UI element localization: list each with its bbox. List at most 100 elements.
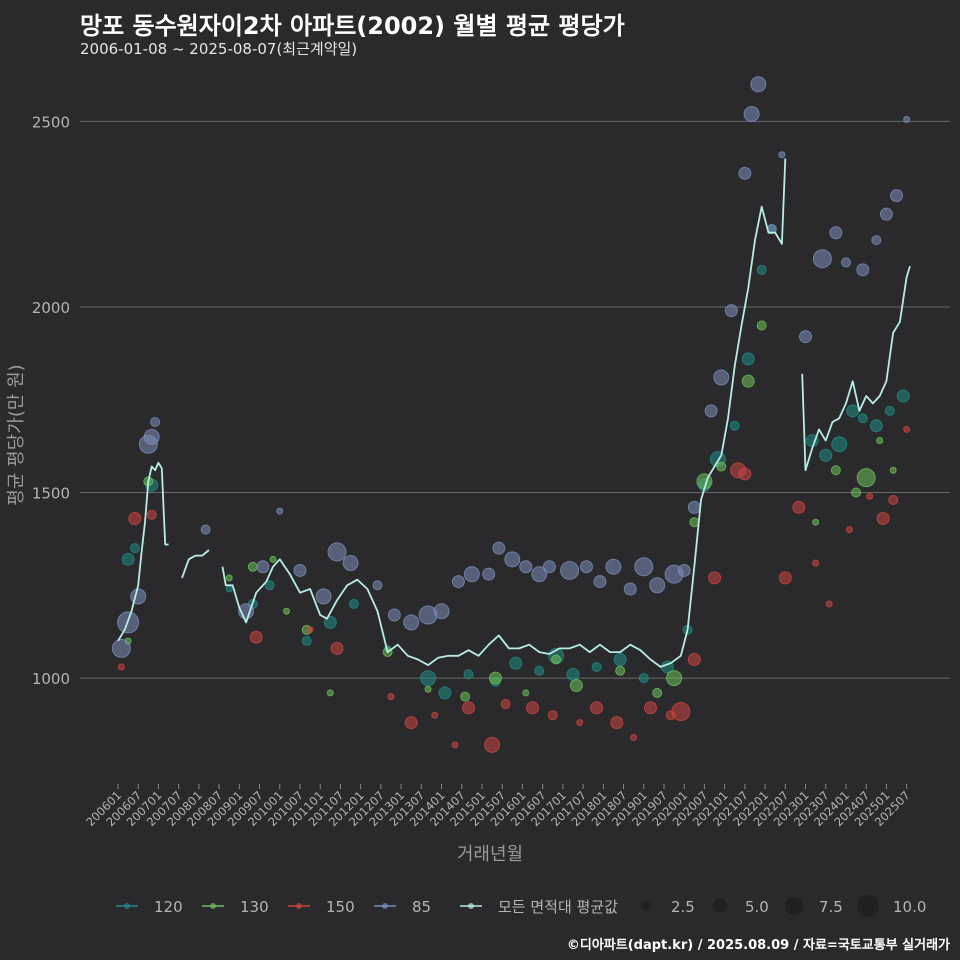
size-legend-circle: [713, 899, 727, 913]
data-point-85: [519, 560, 533, 574]
data-point-130: [424, 685, 432, 693]
data-point-130: [830, 465, 841, 476]
size-legend-circle: [785, 897, 803, 915]
data-point-85: [750, 76, 767, 93]
data-point-85: [372, 580, 383, 591]
data-point-85: [482, 567, 496, 581]
grid-lines: [80, 120, 950, 679]
y-axis-ticks: 1000 1500 2000 2500: [32, 113, 70, 688]
data-point-150: [249, 630, 263, 644]
data-point-85: [879, 207, 893, 221]
data-point-120: [869, 419, 883, 433]
data-point-85: [542, 560, 556, 574]
data-point-150: [903, 425, 911, 433]
data-point-85: [623, 582, 637, 596]
data-point-120: [613, 653, 627, 667]
x-axis-ticks: 2006012006072007012007072008012008072009…: [83, 784, 913, 829]
data-point-85: [130, 588, 147, 605]
data-point-130: [856, 468, 876, 488]
data-point-150: [866, 492, 874, 500]
x-axis-label: 거래년월: [457, 844, 523, 865]
data-point-130: [851, 487, 862, 498]
data-point-85: [704, 404, 718, 418]
data-point-85: [387, 608, 401, 622]
size-legend-label: 10.0: [893, 898, 926, 916]
data-point-150: [778, 571, 792, 585]
data-point-85: [890, 189, 904, 203]
data-point-120: [741, 352, 755, 366]
data-point-120: [264, 580, 275, 591]
data-point-85: [799, 330, 813, 344]
data-point-150: [451, 741, 459, 749]
data-point-150: [117, 663, 125, 671]
data-point-150: [431, 711, 439, 719]
data-point-120: [896, 389, 910, 403]
data-point-85: [713, 369, 730, 386]
data-point-85: [903, 116, 911, 124]
legend-marker: [210, 903, 216, 909]
data-point-85: [677, 563, 691, 577]
data-point-120: [129, 543, 140, 554]
data-point-85: [150, 417, 161, 427]
data-point-120: [638, 673, 649, 684]
legend-marker: [296, 903, 302, 909]
average-line: [117, 158, 911, 668]
data-point-150: [404, 716, 418, 730]
y-tick-label: 1000: [32, 670, 70, 688]
data-point-85: [593, 575, 607, 589]
data-point-85: [327, 542, 347, 562]
data-point-130: [283, 607, 291, 615]
size-legend-label: 7.5: [819, 898, 843, 916]
data-point-150: [146, 509, 157, 520]
data-point-130: [889, 466, 897, 474]
legend-marker: [468, 903, 474, 909]
size-legend-circle: [641, 901, 651, 911]
data-point-120: [534, 665, 545, 676]
data-point-130: [488, 671, 502, 685]
data-point-85: [743, 105, 760, 122]
y-axis-label: 평균 평당가(만 원): [6, 364, 27, 505]
data-point-85: [871, 235, 882, 246]
data-point-85: [724, 304, 738, 318]
data-point-150: [547, 710, 558, 721]
data-point-85: [531, 566, 548, 583]
data-point-130: [741, 374, 755, 388]
data-point-85: [649, 577, 666, 594]
data-point-85: [829, 226, 843, 240]
data-point-150: [387, 693, 395, 701]
data-point-120: [420, 670, 437, 687]
data-point-150: [484, 736, 501, 753]
data-point-85: [579, 560, 593, 574]
y-tick-label: 1500: [32, 485, 70, 503]
data-point-130: [876, 437, 884, 445]
data-point-150: [643, 701, 657, 715]
data-point-85: [293, 563, 307, 577]
data-point-85: [111, 638, 131, 658]
data-point-150: [687, 653, 701, 667]
data-point-150: [792, 500, 806, 514]
legend-label: 85: [412, 898, 431, 916]
data-point-120: [225, 585, 233, 593]
data-point-85: [812, 249, 832, 269]
average-line-segment: [801, 265, 911, 472]
data-point-150: [671, 701, 691, 721]
data-point-85: [403, 614, 420, 631]
legend-marker: [382, 903, 388, 909]
data-point-85: [840, 257, 851, 268]
data-point-130: [569, 679, 583, 693]
data-point-130: [247, 561, 258, 572]
data-point-150: [738, 467, 752, 481]
legend: 120 130 150 85 모든 면적대 평균값 2.5 5.0 7.5 10.0: [116, 895, 926, 917]
legend-marker: [124, 903, 130, 909]
data-point-130: [326, 689, 334, 697]
data-point-85: [342, 555, 359, 572]
data-point-130: [225, 574, 233, 582]
y-tick-label: 2500: [32, 113, 70, 131]
data-point-130: [615, 665, 626, 676]
data-point-130: [666, 670, 683, 687]
y-tick-label: 2000: [32, 299, 70, 317]
average-line-segment: [117, 461, 169, 642]
chart-subtitle: 2006-01-08 ~ 2025-08-07(최근계약일): [80, 40, 358, 58]
data-point-120: [121, 552, 135, 566]
data-point-150: [610, 716, 624, 730]
